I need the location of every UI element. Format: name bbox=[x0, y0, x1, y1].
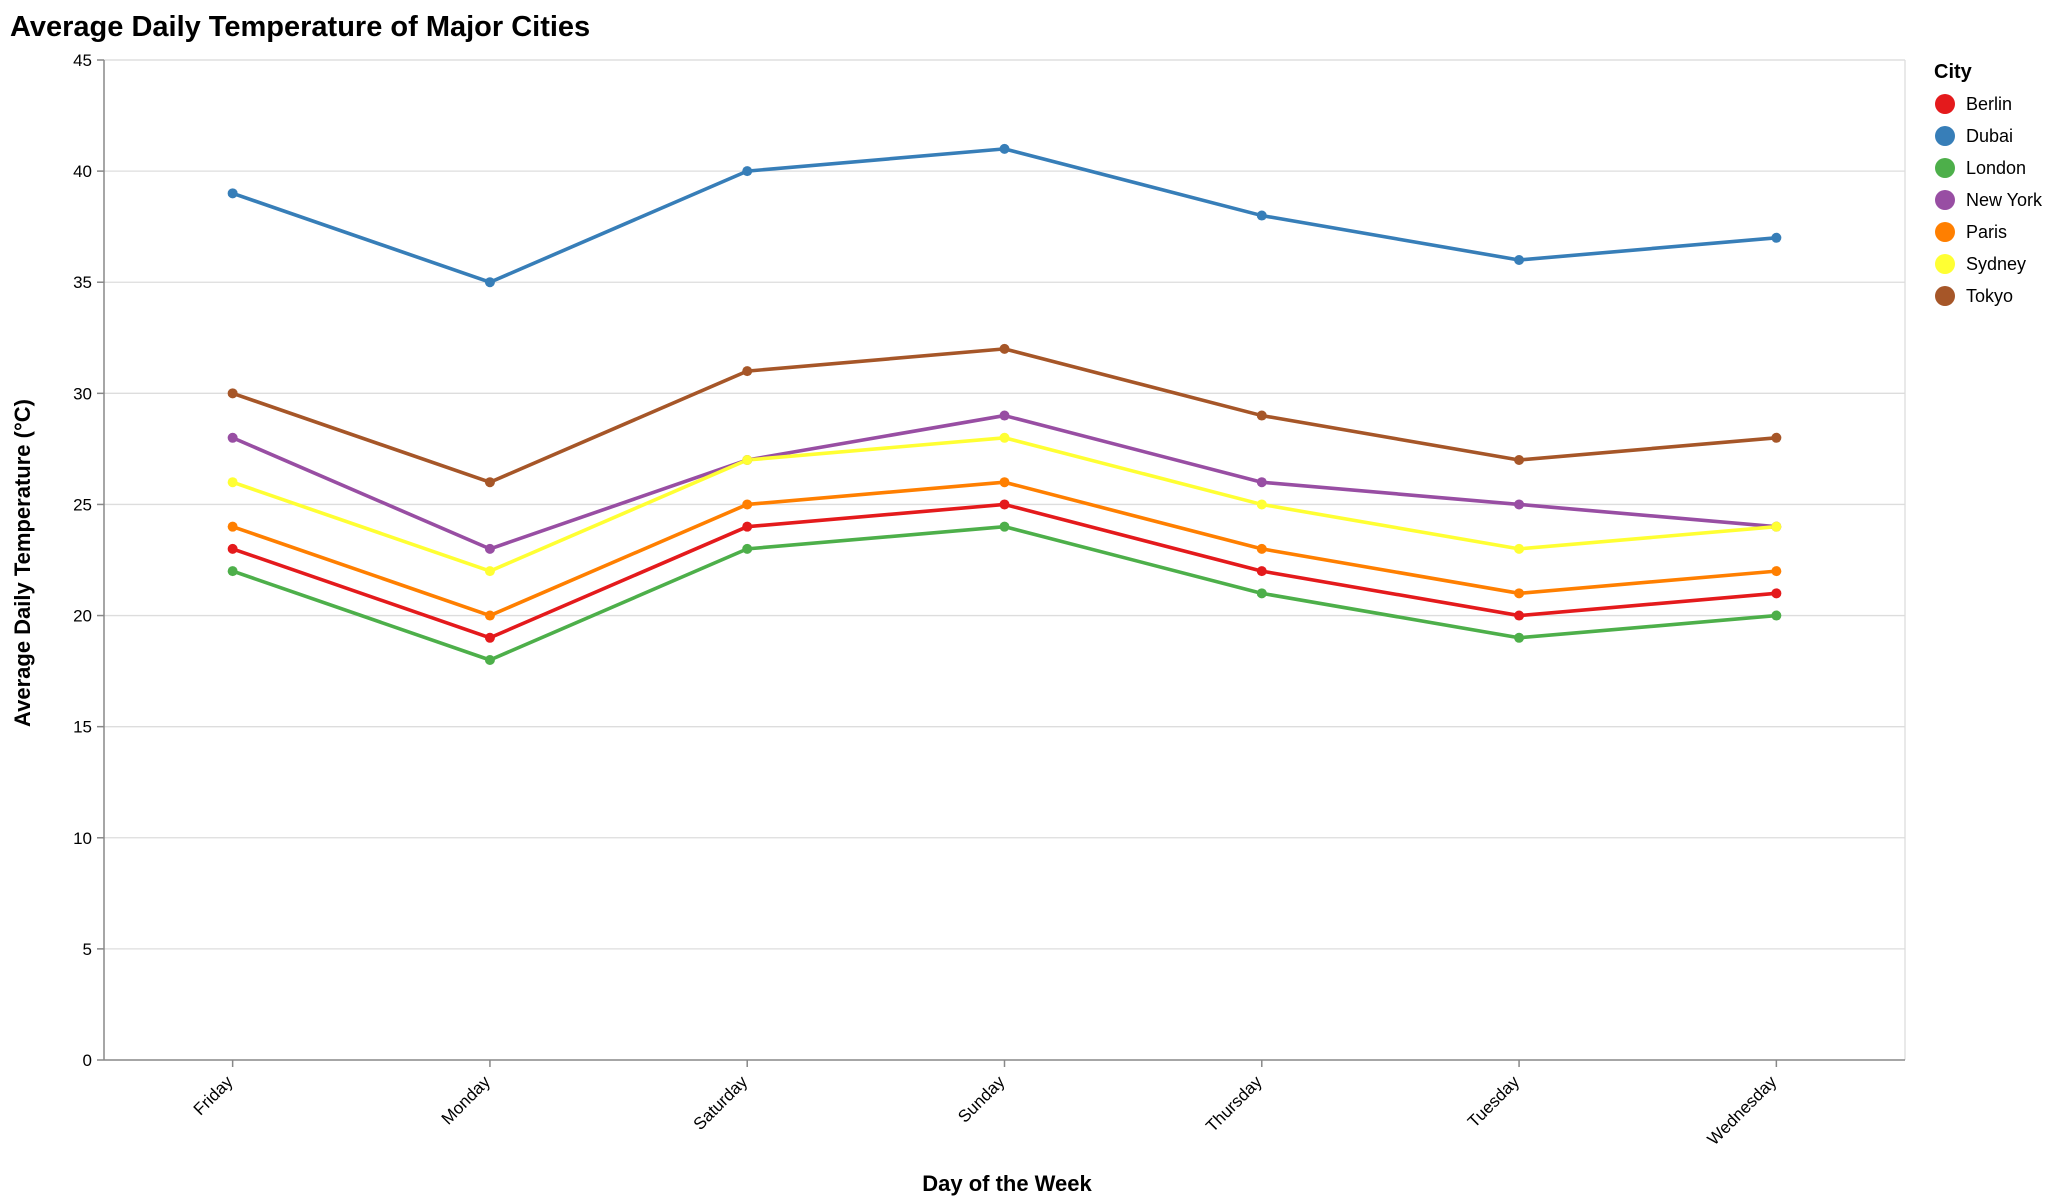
y-tick-label: 20 bbox=[73, 607, 92, 626]
legend-item-london[interactable]: London bbox=[1935, 158, 2026, 178]
y-tick-label: 5 bbox=[83, 940, 92, 959]
data-point-new-york[interactable] bbox=[1514, 499, 1525, 510]
axes: 0 5 10 15 20 25 30 35 40 45 Friday Monday Saturday Su… bbox=[73, 51, 1905, 1149]
data-point-sydney[interactable] bbox=[999, 432, 1010, 443]
legend-label: London bbox=[1966, 158, 2026, 178]
data-point-berlin[interactable] bbox=[742, 521, 753, 532]
data-point-dubai[interactable] bbox=[999, 143, 1010, 154]
data-point-paris[interactable] bbox=[484, 610, 495, 621]
x-axis-title: Day of the Week bbox=[922, 1171, 1092, 1196]
data-point-london[interactable] bbox=[999, 521, 1010, 532]
data-point-tokyo[interactable] bbox=[227, 388, 238, 399]
data-point-london[interactable] bbox=[227, 566, 238, 577]
y-axis-title: Average Daily Temperature (°C) bbox=[10, 399, 35, 727]
x-tick-label: Monday bbox=[438, 1072, 495, 1129]
x-tick-label: Thursday bbox=[1202, 1072, 1266, 1136]
data-point-tokyo[interactable] bbox=[1771, 432, 1782, 443]
data-point-berlin[interactable] bbox=[227, 543, 238, 554]
data-point-tokyo[interactable] bbox=[1514, 455, 1525, 465]
data-point-sydney[interactable] bbox=[1256, 499, 1267, 510]
data-point-sydney[interactable] bbox=[742, 455, 753, 465]
y-tick-label: 45 bbox=[73, 51, 92, 70]
y-tick-label: 10 bbox=[73, 829, 92, 848]
legend-item-paris[interactable]: Paris bbox=[1935, 222, 2007, 242]
data-point-paris[interactable] bbox=[742, 499, 753, 510]
legend-label: New York bbox=[1966, 190, 2043, 210]
legend-item-tokyo[interactable]: Tokyo bbox=[1935, 286, 2013, 306]
series-lines bbox=[231, 147, 1777, 662]
data-point-paris[interactable] bbox=[999, 477, 1010, 488]
data-point-tokyo[interactable] bbox=[999, 343, 1010, 354]
data-point-dubai[interactable] bbox=[1514, 255, 1525, 265]
data-point-paris[interactable] bbox=[1256, 543, 1267, 554]
y-tick-label: 0 bbox=[83, 1051, 92, 1070]
legend-label: Sydney bbox=[1966, 254, 2026, 274]
legend-swatch bbox=[1935, 94, 1955, 114]
data-point-new-york[interactable] bbox=[227, 432, 238, 443]
x-tick-label: Friday bbox=[190, 1072, 237, 1119]
data-point-new-york[interactable] bbox=[484, 543, 495, 554]
data-point-berlin[interactable] bbox=[999, 499, 1010, 510]
legend-swatch bbox=[1935, 222, 1955, 242]
grid-lines bbox=[104, 59, 1906, 1060]
legend-label: Berlin bbox=[1966, 94, 2012, 114]
y-tick-label: 15 bbox=[73, 718, 92, 737]
data-point-sydney[interactable] bbox=[484, 566, 495, 577]
x-tick-label: Wednesday bbox=[1704, 1072, 1781, 1149]
x-tick-label: Saturday bbox=[690, 1072, 752, 1134]
y-tick-label: 35 bbox=[73, 273, 92, 292]
data-point-tokyo[interactable] bbox=[742, 366, 753, 377]
data-point-dubai[interactable] bbox=[1256, 210, 1267, 221]
legend-label: Paris bbox=[1966, 222, 2007, 242]
legend-swatch bbox=[1935, 286, 1955, 306]
legend-items: Berlin Dubai London New York Paris Sydney Toky… bbox=[1935, 94, 2043, 306]
legend-swatch bbox=[1935, 254, 1955, 274]
data-point-paris[interactable] bbox=[1514, 588, 1525, 599]
series-line-dubai bbox=[232, 147, 1777, 285]
data-point-berlin[interactable] bbox=[1256, 566, 1267, 577]
legend-title: City bbox=[1934, 61, 1973, 83]
legend-item-sydney[interactable]: Sydney bbox=[1935, 254, 2026, 274]
legend: City Berlin Dubai London New York Paris Sydne… bbox=[1934, 61, 2043, 306]
data-point-tokyo[interactable] bbox=[484, 477, 495, 488]
data-point-berlin[interactable] bbox=[1771, 588, 1782, 599]
data-point-new-york[interactable] bbox=[1256, 477, 1267, 488]
legend-swatch bbox=[1935, 126, 1955, 146]
legend-swatch bbox=[1935, 158, 1955, 178]
data-point-dubai[interactable] bbox=[484, 277, 495, 288]
y-tick-label: 30 bbox=[73, 384, 92, 403]
data-point-dubai[interactable] bbox=[742, 166, 753, 177]
data-point-berlin[interactable] bbox=[1514, 610, 1525, 621]
data-point-tokyo[interactable] bbox=[1256, 410, 1267, 421]
legend-item-new-york[interactable]: New York bbox=[1935, 190, 2043, 210]
x-tick-label: Sunday bbox=[954, 1072, 1009, 1127]
data-point-london[interactable] bbox=[484, 655, 495, 665]
chart-title: Average Daily Temperature of Major Citie… bbox=[10, 11, 590, 43]
legend-swatch bbox=[1935, 190, 1955, 210]
data-point-london[interactable] bbox=[1771, 610, 1782, 621]
data-point-london[interactable] bbox=[1514, 632, 1525, 643]
data-point-london[interactable] bbox=[742, 543, 753, 554]
data-point-dubai[interactable] bbox=[227, 188, 238, 199]
legend-item-dubai[interactable]: Dubai bbox=[1935, 126, 2013, 146]
data-point-paris[interactable] bbox=[1771, 566, 1782, 577]
legend-label: Tokyo bbox=[1966, 286, 2013, 306]
data-point-sydney[interactable] bbox=[1771, 521, 1782, 532]
data-point-new-york[interactable] bbox=[999, 410, 1010, 421]
data-point-sydney[interactable] bbox=[227, 477, 238, 488]
legend-label: Dubai bbox=[1966, 126, 2013, 146]
data-point-london[interactable] bbox=[1256, 588, 1267, 599]
data-point-dubai[interactable] bbox=[1771, 232, 1782, 243]
y-tick-label: 25 bbox=[73, 495, 92, 514]
data-point-paris[interactable] bbox=[227, 521, 238, 532]
x-tick-label: Tuesday bbox=[1464, 1072, 1523, 1131]
legend-item-berlin[interactable]: Berlin bbox=[1935, 94, 2012, 114]
data-point-sydney[interactable] bbox=[1514, 543, 1525, 554]
y-tick-label: 40 bbox=[73, 162, 92, 181]
data-point-berlin[interactable] bbox=[484, 632, 495, 643]
data-points bbox=[227, 143, 1782, 665]
